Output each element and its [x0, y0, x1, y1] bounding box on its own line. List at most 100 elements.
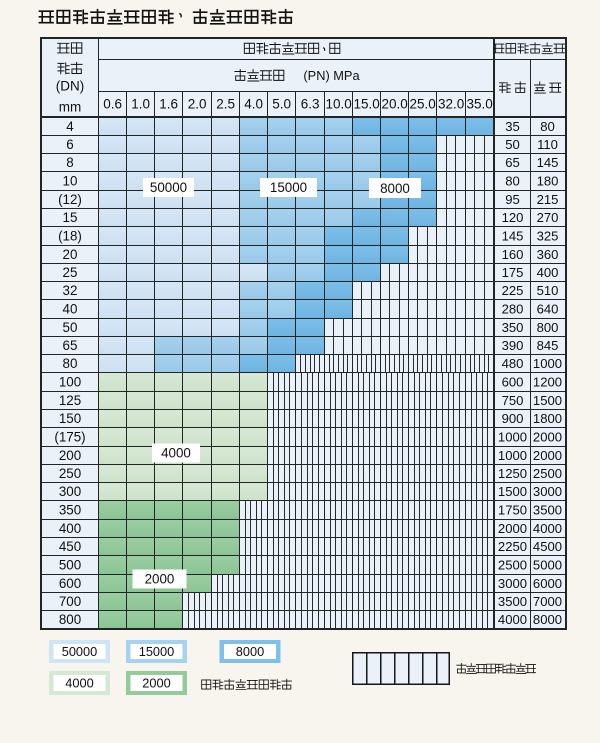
- svg-text:1000: 1000: [533, 356, 562, 371]
- svg-text:8000: 8000: [380, 181, 410, 196]
- svg-text:6000: 6000: [533, 576, 562, 591]
- svg-text:125: 125: [59, 393, 81, 408]
- svg-text:(18): (18): [58, 228, 82, 243]
- svg-text:160: 160: [502, 247, 524, 262]
- svg-text:mm: mm: [59, 100, 82, 115]
- svg-text:95: 95: [505, 192, 520, 207]
- svg-text:300: 300: [59, 484, 81, 499]
- svg-text:215: 215: [537, 192, 559, 207]
- svg-text:600: 600: [502, 374, 524, 389]
- svg-text:100: 100: [59, 374, 81, 389]
- svg-text:400: 400: [59, 521, 81, 536]
- svg-text:1750: 1750: [498, 502, 527, 517]
- svg-text:4: 4: [66, 119, 74, 134]
- svg-text:1000: 1000: [498, 429, 527, 444]
- svg-text:145: 145: [502, 228, 524, 243]
- svg-text:80: 80: [63, 356, 78, 371]
- svg-text:640: 640: [537, 301, 559, 316]
- svg-text:5000: 5000: [533, 557, 562, 572]
- svg-text:4000: 4000: [533, 521, 562, 536]
- svg-text:8000: 8000: [533, 612, 562, 627]
- svg-text:4000: 4000: [498, 612, 527, 627]
- svg-text:200: 200: [59, 448, 81, 463]
- svg-text:2000: 2000: [498, 521, 527, 536]
- svg-text:7000: 7000: [533, 594, 562, 609]
- svg-text:50000: 50000: [150, 180, 187, 195]
- svg-text:25.0: 25.0: [409, 97, 435, 112]
- svg-text:1200: 1200: [533, 374, 562, 389]
- svg-text:1.0: 1.0: [131, 97, 150, 112]
- svg-text:1250: 1250: [498, 466, 527, 481]
- svg-text:3500: 3500: [533, 502, 562, 517]
- svg-text:270: 270: [537, 210, 559, 225]
- svg-text:180: 180: [537, 173, 559, 188]
- svg-text:50: 50: [505, 137, 520, 152]
- svg-text:350: 350: [502, 320, 524, 335]
- svg-text:(175): (175): [54, 429, 85, 444]
- svg-text:280: 280: [502, 301, 524, 316]
- svg-text:325: 325: [537, 228, 559, 243]
- svg-text:4.0: 4.0: [244, 97, 263, 112]
- svg-text:80: 80: [505, 173, 520, 188]
- svg-text:20: 20: [63, 247, 78, 262]
- svg-text:35.0: 35.0: [466, 97, 492, 112]
- svg-text:5.0: 5.0: [272, 97, 291, 112]
- svg-text:1000: 1000: [498, 448, 527, 463]
- svg-text:50: 50: [63, 320, 78, 335]
- svg-text:450: 450: [59, 539, 81, 554]
- svg-text:150: 150: [59, 411, 81, 426]
- svg-text:(DN): (DN): [56, 79, 85, 94]
- svg-text:15.0: 15.0: [353, 97, 379, 112]
- svg-text:900: 900: [502, 411, 524, 426]
- svg-text:0.6: 0.6: [103, 97, 122, 112]
- svg-text:2000: 2000: [142, 676, 170, 691]
- svg-text:250: 250: [59, 466, 81, 481]
- svg-text:1.6: 1.6: [159, 97, 178, 112]
- svg-text:15000: 15000: [270, 180, 307, 195]
- svg-text:8: 8: [66, 155, 73, 170]
- svg-text:80: 80: [540, 119, 555, 134]
- svg-text:(PN) MPa: (PN) MPa: [303, 68, 360, 83]
- svg-text:845: 845: [537, 338, 559, 353]
- svg-text:65: 65: [505, 155, 520, 170]
- svg-text:350: 350: [59, 502, 81, 517]
- svg-text:1500: 1500: [498, 484, 527, 499]
- svg-text:145: 145: [537, 155, 559, 170]
- svg-text:40: 40: [63, 301, 78, 316]
- svg-text:2500: 2500: [498, 557, 527, 572]
- svg-text:360: 360: [537, 247, 559, 262]
- svg-text:2000: 2000: [533, 448, 562, 463]
- svg-text:6.3: 6.3: [301, 97, 320, 112]
- svg-text:32.0: 32.0: [438, 97, 464, 112]
- svg-text:4000: 4000: [161, 445, 191, 460]
- svg-text:600: 600: [59, 576, 81, 591]
- svg-text:120: 120: [502, 210, 524, 225]
- svg-text:8000: 8000: [236, 644, 264, 659]
- svg-text:4500: 4500: [533, 539, 562, 554]
- svg-text:3000: 3000: [533, 484, 562, 499]
- svg-text:(12): (12): [58, 192, 82, 207]
- svg-text:15: 15: [63, 210, 78, 225]
- svg-text:3500: 3500: [498, 594, 527, 609]
- svg-text:225: 225: [502, 283, 524, 298]
- svg-text:6: 6: [66, 137, 73, 152]
- svg-text:20.0: 20.0: [381, 97, 407, 112]
- svg-text:3000: 3000: [498, 576, 527, 591]
- svg-text:480: 480: [502, 356, 524, 371]
- svg-text:175: 175: [502, 265, 524, 280]
- svg-text:400: 400: [537, 265, 559, 280]
- svg-text:2.5: 2.5: [216, 97, 235, 112]
- svg-text:15000: 15000: [139, 644, 175, 659]
- svg-text:2.0: 2.0: [188, 97, 207, 112]
- svg-text:35: 35: [505, 119, 520, 134]
- svg-text:25: 25: [63, 265, 78, 280]
- svg-text:700: 700: [59, 594, 81, 609]
- svg-text:10.0: 10.0: [325, 97, 351, 112]
- svg-text:2500: 2500: [533, 466, 562, 481]
- svg-text:500: 500: [59, 557, 81, 572]
- svg-text:510: 510: [537, 283, 559, 298]
- svg-text:110: 110: [537, 137, 558, 152]
- svg-text:1800: 1800: [533, 411, 562, 426]
- svg-text:32: 32: [63, 283, 78, 298]
- svg-text:2000: 2000: [145, 571, 175, 586]
